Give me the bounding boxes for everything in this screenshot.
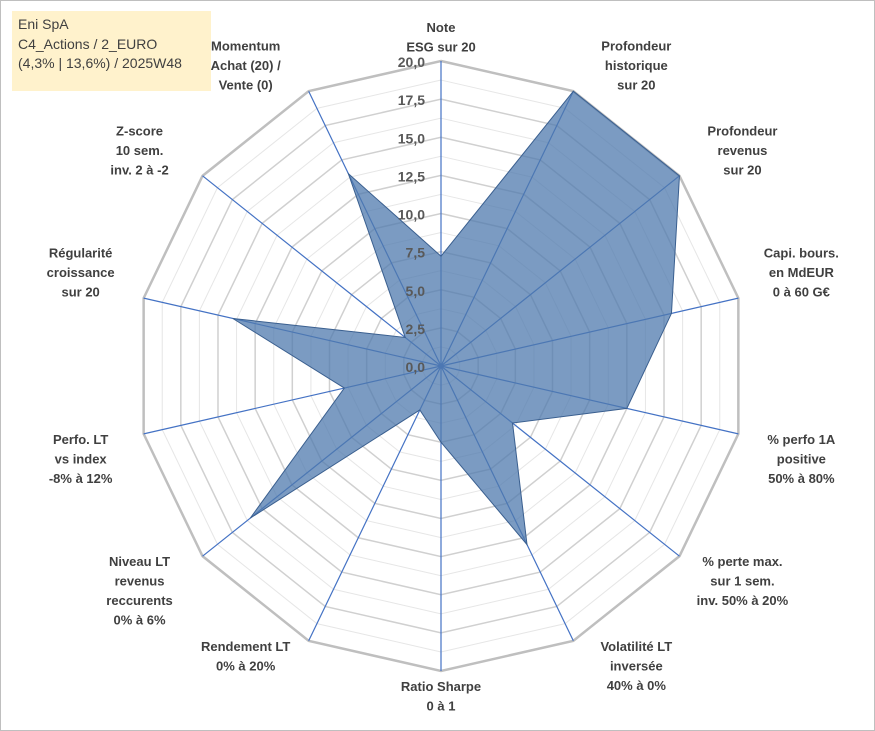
data-series-area [232,90,680,547]
info-box: Eni SpA C4_Actions / 2_EURO (4,3% | 13,6… [12,11,211,91]
axis-label-line: vs index [55,451,108,466]
axis-label: Z-score 10 sem. inv. 2 à -2 [110,123,168,177]
axis-label-line: Profondeur [601,39,671,54]
axis-label-line: revenus [718,143,768,158]
axis-label-line: Volatilité LT [600,639,672,654]
axis-label-line: Vente (0) [219,78,273,93]
axis-label-line: revenus [115,574,165,589]
axis-label-line: sur 20 [723,162,761,177]
axis-label: Ratio Sharpe 0 à 1 [401,679,481,714]
axis-label-line: 0 à 60 G€ [773,285,830,300]
axis-label: Momentum Achat (20) / Vente (0) [211,39,281,93]
axis-label: Profondeur historique sur 20 [601,39,671,93]
axis-label-line: Régularité [49,246,113,261]
axis-label: Rendement LT 0% à 20% [201,639,290,674]
axis-label-line: % perfo 1A [767,432,836,447]
tick-label: 20,0 [398,54,425,70]
axis-label-line: Rendement LT [201,639,290,654]
company-name: Eni SpA [18,16,69,32]
tick-label: 5,0 [406,283,426,299]
axis-label-line: 10 sem. [116,143,164,158]
axis-label-line: ESG sur 20 [406,40,475,55]
category-label: C4_Actions / 2_EURO [18,35,158,52]
axis-label-line: Note [427,20,456,35]
axis-label: Volatilité LT inversée 40% à 0% [600,639,672,693]
axis-label-line: en MdEUR [769,265,835,280]
axis-label: Niveau LT revenus reccurents 0% à 6% [106,554,172,628]
axis-label-line: Capi. bours. [764,246,839,261]
tick-label: 7,5 [406,245,426,261]
axis-label-line: sur 20 [617,78,655,93]
axis-label-line: reccurents [106,593,172,608]
tick-label: 2,5 [406,321,426,337]
axis-label-line: positive [777,451,826,466]
axis-label-line: 0% à 6% [114,613,166,628]
axis-label: Perfo. LT vs index -8% à 12% [49,432,113,486]
axis-label-line: Achat (20) / [211,58,281,73]
axis-label: % perfo 1A positive 50% à 80% [767,432,836,486]
axis-label: Profondeur revenus sur 20 [707,123,777,177]
tick-label: 0,0 [406,359,426,375]
axis-label: % perte max. sur 1 sem. inv. 50% à 20% [697,554,789,608]
axis-label-line: % perte max. [702,554,782,569]
axis-line [202,175,442,367]
axis-label-line: inversée [610,658,663,673]
tick-label: 17,5 [398,92,425,108]
axis-label-line: Profondeur [707,123,777,138]
axis-label-line: 50% à 80% [768,471,835,486]
tick-label: 12,5 [398,168,425,184]
tick-label: 10,0 [398,207,425,223]
axis-label-line: historique [605,58,668,73]
axis-label-line: inv. 2 à -2 [110,162,168,177]
axis-label-line: croissance [47,265,115,280]
axis-label-line: Momentum [211,39,280,54]
axis-label: Capi. bours. en MdEUR 0 à 60 G€ [764,246,839,300]
axis-label: Note ESG sur 20 [406,20,475,55]
period-label: (4,3% | 13,6%) / 2025W48 [18,55,182,71]
axis-label: Régularité croissance sur 20 [47,246,115,300]
axis-label-line: sur 1 sem. [710,574,774,589]
axis-label-line: sur 20 [61,285,99,300]
axis-label-line: -8% à 12% [49,471,113,486]
axis-label-line: Ratio Sharpe [401,679,481,694]
tick-label: 15,0 [398,130,425,146]
axis-label-line: 0 à 1 [427,699,456,714]
axis-label-line: inv. 50% à 20% [697,593,789,608]
axis-line [308,365,442,642]
axis-label-line: Perfo. LT [53,432,108,447]
axis-label-line: Z-score [116,123,163,138]
axis-label-line: 40% à 0% [607,678,667,693]
axis-label-line: Niveau LT [109,554,170,569]
axis-label-line: 0% à 20% [216,658,276,673]
